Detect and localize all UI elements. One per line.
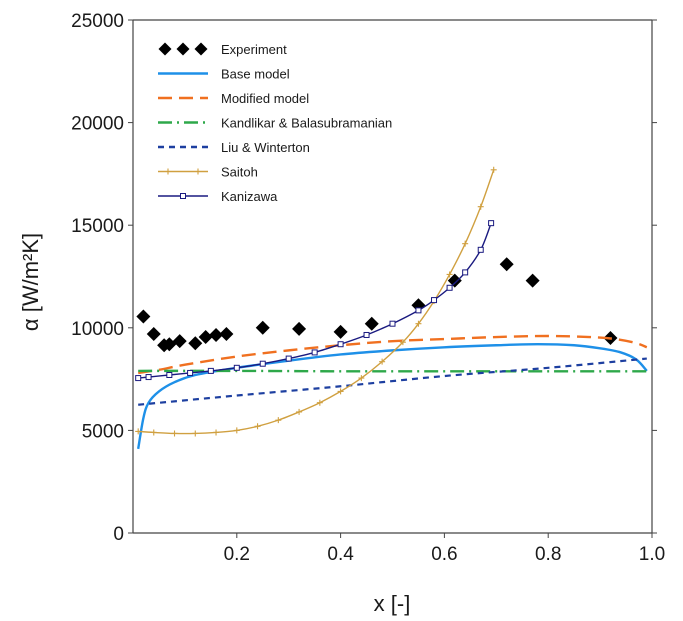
data-point: [285, 355, 292, 362]
legend-swatch: [194, 42, 208, 56]
y-tick-label: 10000: [71, 319, 124, 340]
data-point: [213, 429, 220, 436]
x-tick-label: 0.6: [431, 544, 457, 565]
series-6: [135, 220, 495, 382]
data-point: [415, 320, 422, 327]
data-point: [379, 358, 386, 365]
series-5: [135, 166, 497, 437]
legend-swatch: [158, 42, 172, 56]
data-point: [462, 240, 469, 247]
data-point: [166, 371, 173, 378]
series-2: [138, 334, 648, 375]
data-point: [296, 408, 303, 415]
data-point: [490, 166, 497, 173]
data-point: [136, 309, 151, 324]
legend-item: Experiment: [158, 42, 287, 57]
data-point: [192, 430, 199, 437]
data-point: [150, 429, 157, 436]
y-tick-label: 15000: [71, 216, 124, 237]
series-line: [138, 334, 648, 375]
legend-item: Kanizawa: [158, 189, 278, 204]
data-point: [477, 203, 484, 210]
data-point: [525, 273, 540, 288]
y-axis-label: α [W/m²K]: [18, 233, 43, 331]
data-point: [135, 375, 142, 382]
legend-item: Base model: [158, 67, 290, 82]
y-tick-label: 25000: [71, 11, 124, 32]
data-point: [311, 349, 318, 356]
data-point: [135, 428, 142, 435]
data-point: [207, 367, 214, 374]
data-point: [488, 220, 495, 227]
data-point: [364, 316, 379, 331]
legend-label: Kanizawa: [221, 189, 278, 204]
data-point: [446, 284, 453, 291]
data-point: [146, 326, 161, 341]
data-point: [292, 321, 307, 336]
data-point: [162, 337, 177, 352]
data-point: [399, 339, 406, 346]
data-point: [337, 341, 344, 348]
x-tick-label: 1.0: [639, 544, 665, 565]
legend-item: Modified model: [158, 91, 309, 106]
data-point: [233, 364, 240, 371]
legend-label: Experiment: [221, 42, 287, 57]
data-point: [358, 375, 365, 382]
data-point: [254, 423, 261, 430]
legend-label: Liu & Winterton: [221, 140, 310, 155]
data-point: [462, 269, 469, 276]
y-tick-label: 20000: [71, 114, 124, 135]
y-tick-label: 0: [113, 524, 124, 545]
data-point: [198, 330, 213, 345]
data-point: [447, 273, 462, 288]
x-tick-label: 0.8: [535, 544, 561, 565]
legend-label: Modified model: [221, 91, 309, 106]
x-tick-label: 0.4: [327, 544, 354, 565]
x-tick-label: 0.2: [224, 544, 250, 565]
series-line: [138, 169, 495, 435]
data-point: [431, 297, 438, 304]
legend: Experiment Base model Modified model Kandli…: [158, 42, 392, 204]
legend-marker: [165, 168, 171, 175]
data-point: [172, 334, 187, 349]
data-point: [259, 360, 266, 367]
data-point: [171, 430, 178, 437]
x-axis-label: x [-]: [374, 591, 411, 616]
data-point: [389, 320, 396, 327]
plot-lines: [135, 166, 648, 450]
series-line: [137, 343, 648, 450]
data-point: [415, 307, 422, 314]
series-1: [137, 343, 648, 450]
data-point: [446, 271, 453, 278]
data-point: [219, 326, 234, 341]
series-0: [136, 257, 618, 353]
y-tick-label: 5000: [82, 421, 124, 442]
data-point: [187, 369, 194, 376]
data-point: [275, 417, 282, 424]
data-point: [255, 320, 270, 335]
legend-item: Saitoh: [158, 165, 258, 180]
axes: 0 5000 10000 15000 20000 25000 0.2 0.4 0.6 0.8 1.0: [71, 11, 665, 565]
series-4: [138, 357, 647, 406]
legend-marker: [180, 193, 186, 199]
data-point: [188, 336, 203, 351]
data-point: [477, 246, 484, 253]
data-point: [209, 327, 224, 342]
data-point: [316, 399, 323, 406]
data-point: [363, 331, 370, 338]
legend-label: Kandlikar & Balasubramanian: [221, 116, 392, 131]
data-point: [233, 427, 240, 434]
legend-marker: [195, 168, 201, 175]
data-point: [499, 257, 514, 272]
legend-item: Kandlikar & Balasubramanian: [158, 116, 392, 131]
series-line: [138, 357, 647, 406]
legend-label: Saitoh: [221, 165, 258, 180]
data-point: [337, 388, 344, 395]
legend-label: Base model: [221, 67, 290, 82]
data-point: [145, 374, 152, 381]
data-point: [333, 324, 348, 339]
legend-swatch: [176, 42, 190, 56]
legend-item: Liu & Winterton: [158, 140, 310, 155]
